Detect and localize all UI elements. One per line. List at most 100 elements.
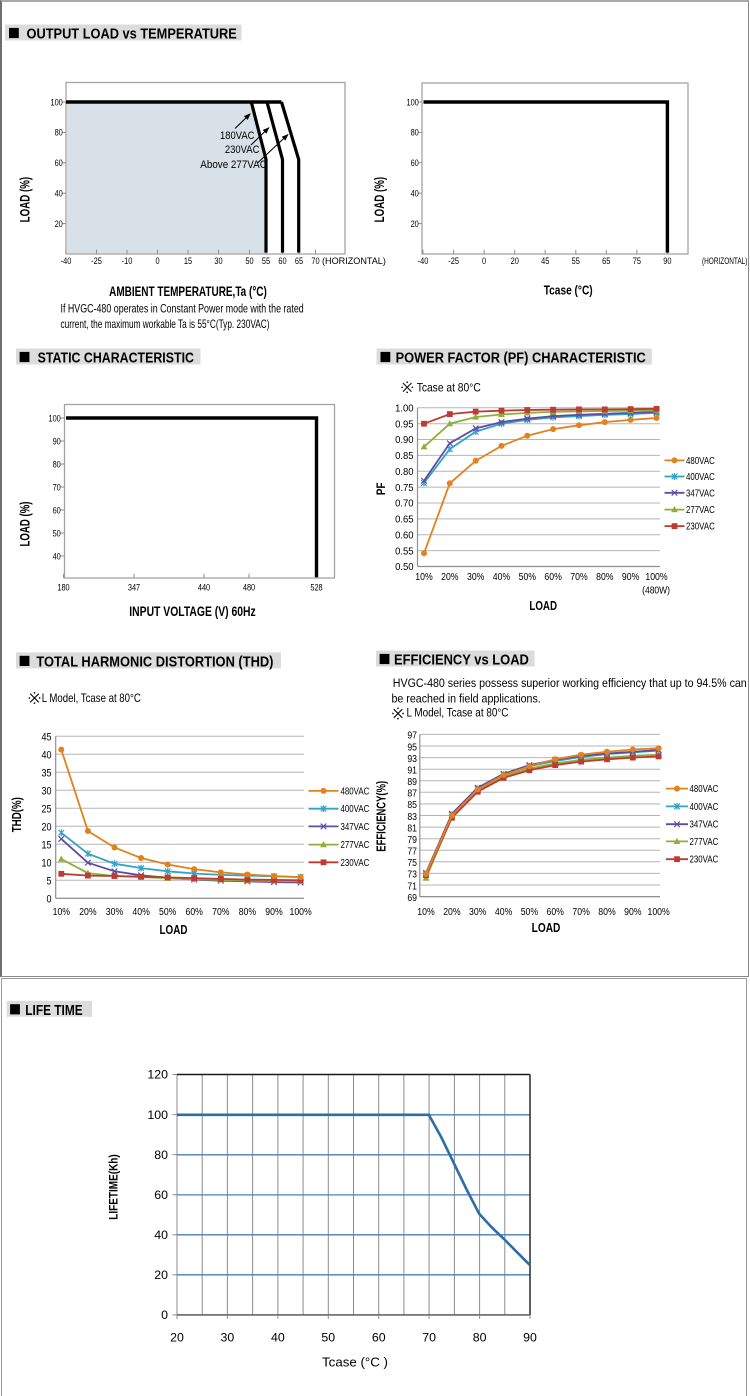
svg-text:-40: -40 bbox=[418, 255, 429, 266]
svg-text:91: 91 bbox=[407, 765, 417, 777]
svg-text:-40: -40 bbox=[61, 255, 72, 266]
svg-text:100: 100 bbox=[406, 96, 419, 107]
svg-text:60%: 60% bbox=[546, 906, 564, 918]
svg-text:70: 70 bbox=[311, 255, 319, 266]
svg-text:-25: -25 bbox=[91, 255, 102, 266]
svg-text:90%: 90% bbox=[265, 906, 283, 918]
svg-text:50: 50 bbox=[245, 255, 253, 266]
svg-text:If HVGC-480 operates in Consta: If HVGC-480 operates in Constant Power m… bbox=[61, 302, 304, 316]
svg-text:20: 20 bbox=[41, 822, 51, 834]
svg-text:87: 87 bbox=[407, 788, 417, 800]
svg-text:80: 80 bbox=[411, 127, 419, 138]
svg-text:440: 440 bbox=[198, 582, 211, 593]
svg-text:LIFE TIME: LIFE TIME bbox=[25, 1001, 82, 1018]
svg-text:30: 30 bbox=[214, 255, 222, 266]
svg-text:TOTAL HARMONIC DISTORTION (THD: TOTAL HARMONIC DISTORTION (THD) bbox=[36, 652, 273, 669]
svg-text:97: 97 bbox=[407, 730, 417, 742]
svg-text:55: 55 bbox=[572, 255, 580, 266]
svg-text:80%: 80% bbox=[596, 571, 614, 583]
svg-text:528: 528 bbox=[310, 582, 323, 593]
svg-text:230VAC: 230VAC bbox=[686, 521, 715, 532]
svg-text:480VAC: 480VAC bbox=[690, 783, 719, 794]
svg-text:40: 40 bbox=[55, 188, 63, 199]
svg-text:230VAC: 230VAC bbox=[225, 144, 260, 156]
svg-text:(HORIZONTAL): (HORIZONTAL) bbox=[322, 256, 386, 266]
svg-text:180VAC: 180VAC bbox=[220, 130, 255, 142]
svg-text:LOAD: LOAD bbox=[160, 924, 188, 937]
svg-text:0.55: 0.55 bbox=[395, 546, 414, 557]
svg-text:10%: 10% bbox=[53, 906, 71, 918]
svg-text:89: 89 bbox=[407, 776, 417, 788]
svg-text:POWER FACTOR (PF) CHARACTERIST: POWER FACTOR (PF) CHARACTERISTIC bbox=[396, 349, 646, 366]
svg-text:180: 180 bbox=[57, 582, 70, 593]
svg-text:80: 80 bbox=[154, 1148, 168, 1162]
svg-text:0.65: 0.65 bbox=[395, 514, 414, 525]
svg-text:HVGC-480 series possess superi: HVGC-480 series possess superior working… bbox=[393, 677, 747, 690]
svg-text:400VAC: 400VAC bbox=[686, 471, 715, 482]
svg-text:20%: 20% bbox=[441, 571, 459, 583]
svg-text:(HORIZONTAL): (HORIZONTAL) bbox=[702, 256, 748, 267]
svg-text:0.80: 0.80 bbox=[395, 467, 414, 478]
svg-text:30: 30 bbox=[41, 786, 51, 798]
svg-text:L Model, Tcase at 80°C: L Model, Tcase at 80°C bbox=[42, 692, 141, 705]
svg-text:80: 80 bbox=[53, 458, 61, 469]
svg-text:480VAC: 480VAC bbox=[341, 786, 370, 797]
svg-text:60: 60 bbox=[154, 1188, 168, 1202]
svg-text:be reached in field applicatio: be reached in field applications. bbox=[392, 693, 541, 706]
svg-text:45: 45 bbox=[541, 255, 549, 266]
svg-text:230VAC: 230VAC bbox=[341, 857, 370, 868]
svg-text:70%: 70% bbox=[572, 906, 590, 918]
svg-text:20%: 20% bbox=[443, 906, 461, 918]
svg-text:60: 60 bbox=[55, 157, 63, 168]
svg-text:40: 40 bbox=[41, 750, 51, 762]
svg-text:LIFETIME(Kh): LIFETIME(Kh) bbox=[108, 1154, 121, 1220]
svg-text:100: 100 bbox=[147, 1108, 168, 1122]
svg-text:L Model, Tcase at 80°C: L Model, Tcase at 80°C bbox=[407, 707, 509, 720]
svg-text:0.60: 0.60 bbox=[395, 530, 414, 541]
svg-text:AMBIENT TEMPERATURE,Ta (°C): AMBIENT TEMPERATURE,Ta (°C) bbox=[109, 284, 267, 300]
svg-text:40: 40 bbox=[154, 1228, 168, 1242]
svg-text:0.70: 0.70 bbox=[395, 499, 414, 510]
svg-text:79: 79 bbox=[407, 834, 417, 846]
svg-text:INPUT VOLTAGE (V) 60Hz: INPUT VOLTAGE (V) 60Hz bbox=[129, 604, 255, 620]
svg-text:60: 60 bbox=[53, 504, 61, 515]
svg-text:0.85: 0.85 bbox=[395, 451, 414, 462]
svg-text:25: 25 bbox=[41, 804, 51, 816]
svg-text:347VAC: 347VAC bbox=[686, 487, 715, 498]
svg-text:95: 95 bbox=[407, 742, 417, 754]
svg-text:100: 100 bbox=[48, 412, 61, 423]
svg-text:1.00: 1.00 bbox=[395, 403, 414, 414]
svg-text:100%: 100% bbox=[645, 571, 668, 583]
svg-text:480VAC: 480VAC bbox=[686, 455, 715, 466]
svg-text:90%: 90% bbox=[622, 571, 640, 583]
svg-text:40%: 40% bbox=[132, 906, 150, 918]
svg-text:70%: 70% bbox=[570, 571, 588, 583]
svg-text:85: 85 bbox=[407, 800, 417, 812]
svg-text:75: 75 bbox=[407, 857, 417, 869]
svg-text:70%: 70% bbox=[212, 906, 230, 918]
svg-text:100%: 100% bbox=[289, 906, 312, 918]
svg-text:40: 40 bbox=[411, 188, 419, 199]
svg-text:0.95: 0.95 bbox=[395, 419, 414, 430]
svg-text:50: 50 bbox=[53, 527, 61, 538]
svg-text:30%: 30% bbox=[469, 906, 487, 918]
svg-text:LOAD (%): LOAD (%) bbox=[18, 177, 33, 223]
svg-text:40: 40 bbox=[271, 1331, 285, 1345]
svg-text:347: 347 bbox=[128, 582, 141, 593]
svg-text:45: 45 bbox=[41, 732, 51, 744]
svg-text:77: 77 bbox=[407, 846, 417, 858]
svg-text:Tcase at 80°C: Tcase at 80°C bbox=[417, 382, 481, 395]
svg-text:65: 65 bbox=[295, 255, 303, 266]
svg-text:20: 20 bbox=[511, 255, 519, 266]
svg-text:230VAC: 230VAC bbox=[690, 854, 719, 865]
svg-text:60: 60 bbox=[411, 157, 419, 168]
svg-text:70: 70 bbox=[422, 1331, 436, 1345]
svg-text:-25: -25 bbox=[448, 255, 459, 266]
svg-text:70: 70 bbox=[53, 481, 61, 492]
svg-text:0: 0 bbox=[161, 1308, 168, 1322]
svg-text:81: 81 bbox=[407, 823, 417, 835]
svg-text:400VAC: 400VAC bbox=[690, 801, 719, 812]
svg-text:30%: 30% bbox=[467, 571, 485, 583]
svg-text:480: 480 bbox=[243, 582, 256, 593]
svg-text:OUTPUT LOAD vs TEMPERATURE: OUTPUT LOAD vs TEMPERATURE bbox=[27, 25, 237, 42]
